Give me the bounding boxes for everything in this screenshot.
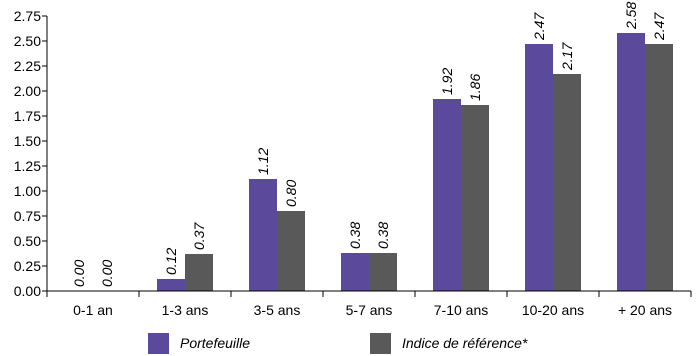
y-tick-label: 0.50 (14, 233, 41, 249)
x-tick-label: 10-20 ans (522, 302, 584, 318)
x-tick-label: + 20 ans (618, 302, 672, 318)
bar-group (157, 33, 673, 291)
bar-portefeuille-5 (525, 44, 553, 291)
bar-indice-3 (369, 253, 397, 291)
bar-portefeuille-2 (249, 179, 277, 291)
bar-indice-1 (185, 254, 213, 291)
data-label: 0.37 (191, 222, 207, 250)
y-tick-label: 1.75 (14, 108, 41, 124)
data-label: 0.00 (99, 260, 115, 287)
y-tick-label: 0.00 (14, 283, 41, 299)
bar-portefeuille-3 (341, 253, 369, 291)
x-tick-label: 0-1 an (73, 302, 113, 318)
legend: Portefeuille Indice de référence* (148, 333, 528, 354)
bar-indice-4 (461, 105, 489, 291)
legend-label-portefeuille: Portefeuille (180, 335, 250, 351)
y-axis: 0.00 0.25 0.50 0.75 1.00 1.25 1.50 1.75 2.00 2.25… (14, 8, 48, 299)
data-label: 0.80 (283, 180, 299, 207)
x-tick-label: 7-10 ans (434, 302, 488, 318)
x-tick-label: 3-5 ans (254, 302, 301, 318)
data-label: 2.17 (559, 42, 575, 71)
bar-portefeuille-4 (433, 99, 461, 291)
y-tick-label: 1.25 (14, 158, 41, 174)
value-labels: 0.00 0.00 0.12 0.37 1.12 0.80 0.38 0.38 1.92 1.86… (71, 2, 667, 287)
legend-swatch-portefeuille (148, 333, 169, 354)
y-tick-label: 0.25 (14, 258, 41, 274)
x-tick-label: 1-3 ans (162, 302, 209, 318)
data-label: 1.86 (467, 74, 483, 101)
data-label: 0.38 (375, 222, 391, 249)
bar-indice-6 (645, 44, 673, 291)
data-label: 2.58 (623, 2, 639, 30)
y-tick-label: 2.00 (14, 83, 41, 99)
y-tick-label: 2.75 (14, 8, 41, 24)
bar-indice-2 (277, 211, 305, 291)
data-label: 1.12 (255, 148, 271, 175)
data-label: 0.38 (347, 222, 363, 249)
bar-portefeuille-1 (157, 279, 185, 291)
y-tick-label: 2.50 (14, 33, 41, 49)
data-label: 2.47 (531, 12, 547, 41)
y-tick-label: 1.50 (14, 133, 41, 149)
data-label: 0.12 (163, 248, 179, 275)
y-tick-label: 2.25 (14, 58, 41, 74)
legend-swatch-indice (370, 333, 391, 354)
y-tick-label: 1.00 (14, 183, 41, 199)
x-tick-label: 5-7 ans (346, 302, 393, 318)
data-label: 1.92 (439, 68, 455, 95)
y-tick-label: 0.75 (14, 208, 41, 224)
data-label: 2.47 (651, 12, 667, 41)
legend-label-indice: Indice de référence* (402, 335, 528, 351)
x-axis: 0-1 an 1-3 ans 3-5 ans 5-7 ans 7-10 ans 10-20… (46, 290, 692, 318)
bar-portefeuille-6 (617, 33, 645, 291)
bar-indice-5 (553, 74, 581, 291)
data-label: 0.00 (71, 260, 87, 287)
